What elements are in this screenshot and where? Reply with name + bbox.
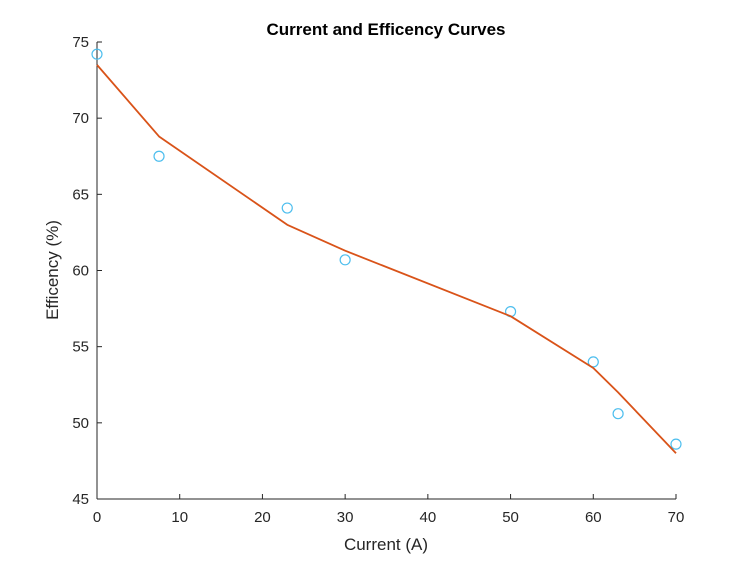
data-point [612,408,624,420]
plot-area [96,42,676,500]
y-tick-label: 70 [72,110,89,127]
series-layer [91,48,682,454]
x-ticks: 0 10 20 30 40 50 60 70 [93,494,685,526]
x-tick-label: 70 [668,509,685,526]
x-tick-label: 10 [171,509,188,526]
data-point [670,438,682,450]
y-tick-label: 75 [72,34,89,51]
y-axis-label: Efficency (%) [43,220,62,320]
x-tick-label: 50 [502,509,519,526]
data-point [153,150,165,162]
y-tick-label: 60 [72,263,89,280]
chart-title: Current and Efficency Curves [266,20,505,39]
fit-line [96,64,677,454]
data-point [339,254,351,266]
y-tick-label: 55 [72,339,89,356]
data-point [91,48,103,60]
x-tick-label: 30 [337,509,354,526]
x-axis-label: Current (A) [344,535,428,554]
x-tick-label: 60 [585,509,602,526]
data-point [587,356,599,368]
y-tick-label: 45 [72,491,89,508]
y-tick-label: 50 [72,415,89,432]
x-tick-label: 0 [93,509,101,526]
y-ticks: 45 50 55 60 65 70 75 [72,34,102,508]
x-tick-label: 20 [254,509,271,526]
data-point [281,202,293,214]
y-tick-label: 65 [72,186,89,203]
x-tick-label: 40 [420,509,437,526]
